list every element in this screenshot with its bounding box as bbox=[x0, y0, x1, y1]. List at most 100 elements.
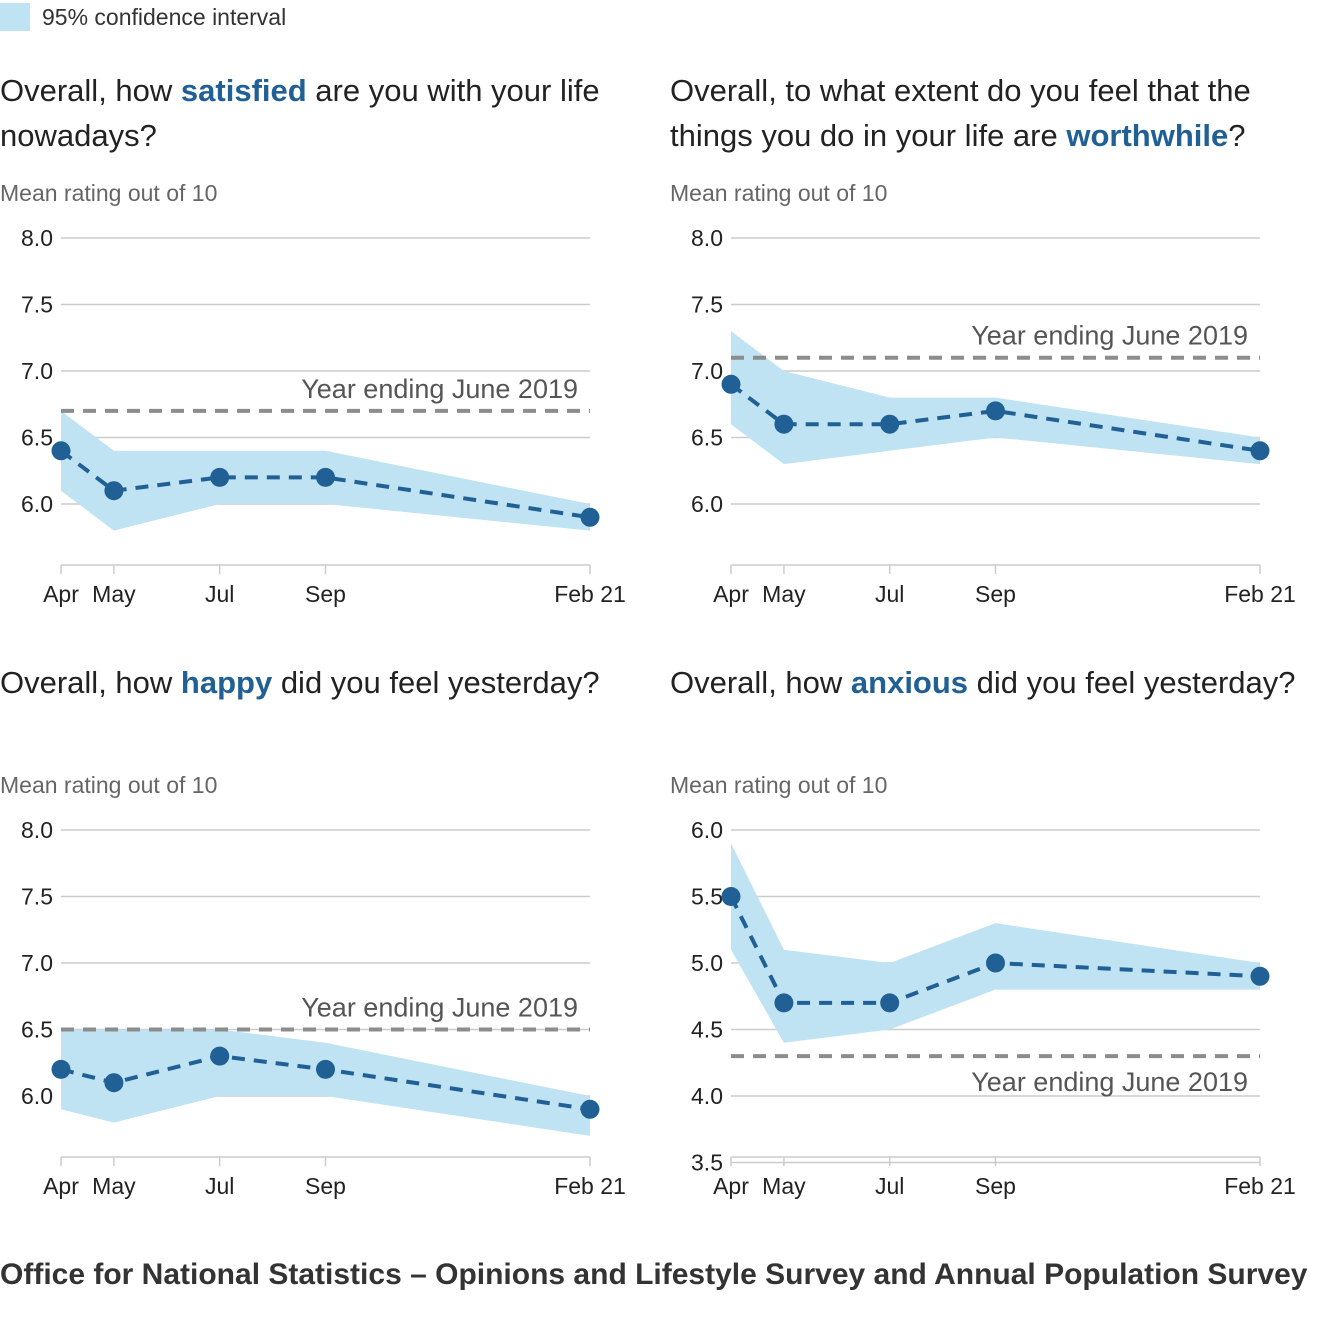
y-tick-label: 7.5 bbox=[21, 884, 53, 910]
title-keyword: worthwhile bbox=[1066, 118, 1229, 153]
x-tick-label: Sep bbox=[975, 581, 1016, 607]
y-tick-label: 7.0 bbox=[21, 950, 53, 976]
x-tick-label: Apr bbox=[43, 1173, 79, 1199]
x-tick-label: May bbox=[92, 581, 136, 607]
x-tick-label: Sep bbox=[305, 581, 346, 607]
data-point bbox=[51, 441, 71, 461]
chart-satisfied: Overall, how satisfied are you with your… bbox=[0, 68, 660, 648]
legend-swatch bbox=[0, 3, 30, 31]
panel-title: Overall, how satisfied are you with your… bbox=[0, 68, 640, 158]
y-tick-label: 6.5 bbox=[21, 425, 53, 451]
panel-title: Overall, to what extent do you feel that… bbox=[670, 68, 1310, 158]
y-tick-label: 4.0 bbox=[691, 1083, 723, 1109]
legend: 95% confidence interval bbox=[0, 2, 286, 32]
x-tick-label: Feb 21 bbox=[554, 1173, 626, 1199]
reference-label: Year ending June 2019 bbox=[301, 374, 578, 404]
data-point bbox=[1250, 441, 1270, 461]
x-tick-label: Jul bbox=[875, 1173, 904, 1199]
y-tick-label: 4.5 bbox=[691, 1017, 723, 1043]
data-point bbox=[210, 467, 230, 487]
x-tick-label: May bbox=[92, 1173, 136, 1199]
data-point bbox=[721, 887, 741, 906]
source-note: Office for National Statistics – Opinion… bbox=[0, 1258, 1308, 1291]
y-tick-label: 6.0 bbox=[691, 491, 723, 517]
title-keyword: anxious bbox=[850, 665, 969, 700]
data-point bbox=[316, 467, 335, 487]
title-text: Overall, how bbox=[670, 665, 851, 700]
title-text: Overall, how bbox=[0, 73, 181, 108]
y-tick-label: 7.5 bbox=[691, 292, 723, 318]
confidence-band bbox=[61, 1029, 590, 1136]
data-point bbox=[1250, 966, 1270, 986]
data-point bbox=[774, 993, 794, 1013]
x-tick-label: Jul bbox=[205, 581, 234, 607]
series-line bbox=[729, 382, 1261, 453]
y-tick-label: 6.0 bbox=[21, 1083, 53, 1109]
x-tick-label: May bbox=[762, 581, 806, 607]
y-axis-label: Mean rating out of 10 bbox=[0, 772, 218, 798]
data-point bbox=[880, 414, 900, 434]
y-tick-label: 6.0 bbox=[691, 817, 723, 843]
reference-label: Year ending June 2019 bbox=[971, 321, 1248, 351]
x-tick-label: Feb 21 bbox=[1224, 1173, 1296, 1199]
x-tick-label: Sep bbox=[305, 1173, 346, 1199]
y-tick-label: 6.5 bbox=[21, 1017, 53, 1043]
chart-happy: Overall, how happy did you feel yesterda… bbox=[0, 660, 660, 1240]
data-point bbox=[580, 1099, 600, 1119]
chart-worthwhile: Overall, to what extent do you feel that… bbox=[670, 68, 1330, 648]
title-text: Overall, how bbox=[0, 665, 181, 700]
y-axis-label: Mean rating out of 10 bbox=[670, 180, 888, 206]
data-point bbox=[880, 993, 900, 1013]
series-line bbox=[59, 449, 591, 520]
x-tick-label: Jul bbox=[205, 1173, 234, 1199]
chart-plot: 8.0 7.5 7.0 6.5 6.0 Year ending June 2019 Apr M… bbox=[21, 817, 626, 1199]
data-point bbox=[580, 507, 600, 527]
y-tick-label: 5.5 bbox=[691, 884, 723, 910]
title-keyword: satisfied bbox=[180, 73, 307, 108]
reference-label: Year ending June 2019 bbox=[301, 993, 578, 1023]
data-point bbox=[316, 1059, 335, 1079]
x-tick-label: Sep bbox=[975, 1173, 1016, 1199]
y-tick-label: 3.5 bbox=[691, 1150, 723, 1176]
data-point bbox=[104, 481, 124, 501]
title-text: Overall, to what extent do you feel that… bbox=[670, 73, 1251, 153]
data-point bbox=[51, 1059, 71, 1079]
y-tick-label: 7.5 bbox=[21, 292, 53, 318]
x-tick-label: Feb 21 bbox=[1224, 581, 1296, 607]
chart-plot: 8.0 7.5 7.0 6.5 6.0 Year ending June 2019 Apr M… bbox=[691, 225, 1296, 607]
confidence-band bbox=[731, 331, 1260, 465]
y-tick-label: 6.5 bbox=[691, 425, 723, 451]
reference-label: Year ending June 2019 bbox=[971, 1067, 1248, 1097]
title-text: ? bbox=[1228, 118, 1246, 153]
title-text: are you with your life nowadays? bbox=[0, 73, 600, 153]
title-keyword: happy bbox=[180, 665, 273, 700]
legend-label: 95% confidence interval bbox=[42, 3, 287, 30]
title-text: did you feel yesterday? bbox=[968, 665, 1296, 700]
data-point bbox=[210, 1046, 230, 1066]
panel-title: Overall, how happy did you feel yesterda… bbox=[0, 660, 640, 705]
y-tick-label: 5.0 bbox=[691, 950, 723, 976]
chart-anxious: Overall, how anxious did you feel yester… bbox=[670, 660, 1330, 1240]
y-tick-label: 7.0 bbox=[21, 358, 53, 384]
data-point bbox=[774, 414, 794, 434]
y-tick-label: 8.0 bbox=[691, 225, 723, 251]
y-tick-label: 7.0 bbox=[691, 358, 723, 384]
panel-title: Overall, how anxious did you feel yester… bbox=[670, 660, 1310, 705]
title-text: did you feel yesterday? bbox=[272, 665, 600, 700]
x-tick-label: Apr bbox=[43, 581, 79, 607]
y-tick-label: 8.0 bbox=[21, 817, 53, 843]
chart-plot: 6.0 5.5 5.0 4.5 4.0 3.5 Year ending June 2019 A… bbox=[691, 817, 1296, 1199]
chart-plot: 8.0 7.5 7.0 6.5 6.0 Year ending June 2019 Apr M… bbox=[21, 225, 626, 607]
x-tick-label: Apr bbox=[713, 581, 749, 607]
data-point bbox=[104, 1073, 124, 1093]
x-tick-label: Apr bbox=[713, 1173, 749, 1199]
data-point bbox=[721, 374, 741, 394]
y-tick-label: 6.0 bbox=[21, 491, 53, 517]
data-point bbox=[986, 401, 1005, 421]
y-axis-label: Mean rating out of 10 bbox=[670, 772, 888, 798]
y-axis-label: Mean rating out of 10 bbox=[0, 180, 218, 206]
data-point bbox=[986, 953, 1005, 973]
x-tick-label: Feb 21 bbox=[554, 581, 626, 607]
x-tick-label: Jul bbox=[875, 581, 904, 607]
x-tick-label: May bbox=[762, 1173, 806, 1199]
